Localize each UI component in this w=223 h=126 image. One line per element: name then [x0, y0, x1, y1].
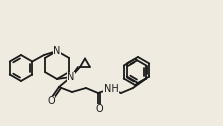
Text: NH: NH	[104, 84, 118, 94]
Text: O: O	[47, 96, 55, 106]
Text: N: N	[53, 46, 61, 56]
Text: N: N	[67, 72, 75, 82]
Text: N: N	[53, 46, 61, 56]
Text: O: O	[95, 104, 103, 114]
